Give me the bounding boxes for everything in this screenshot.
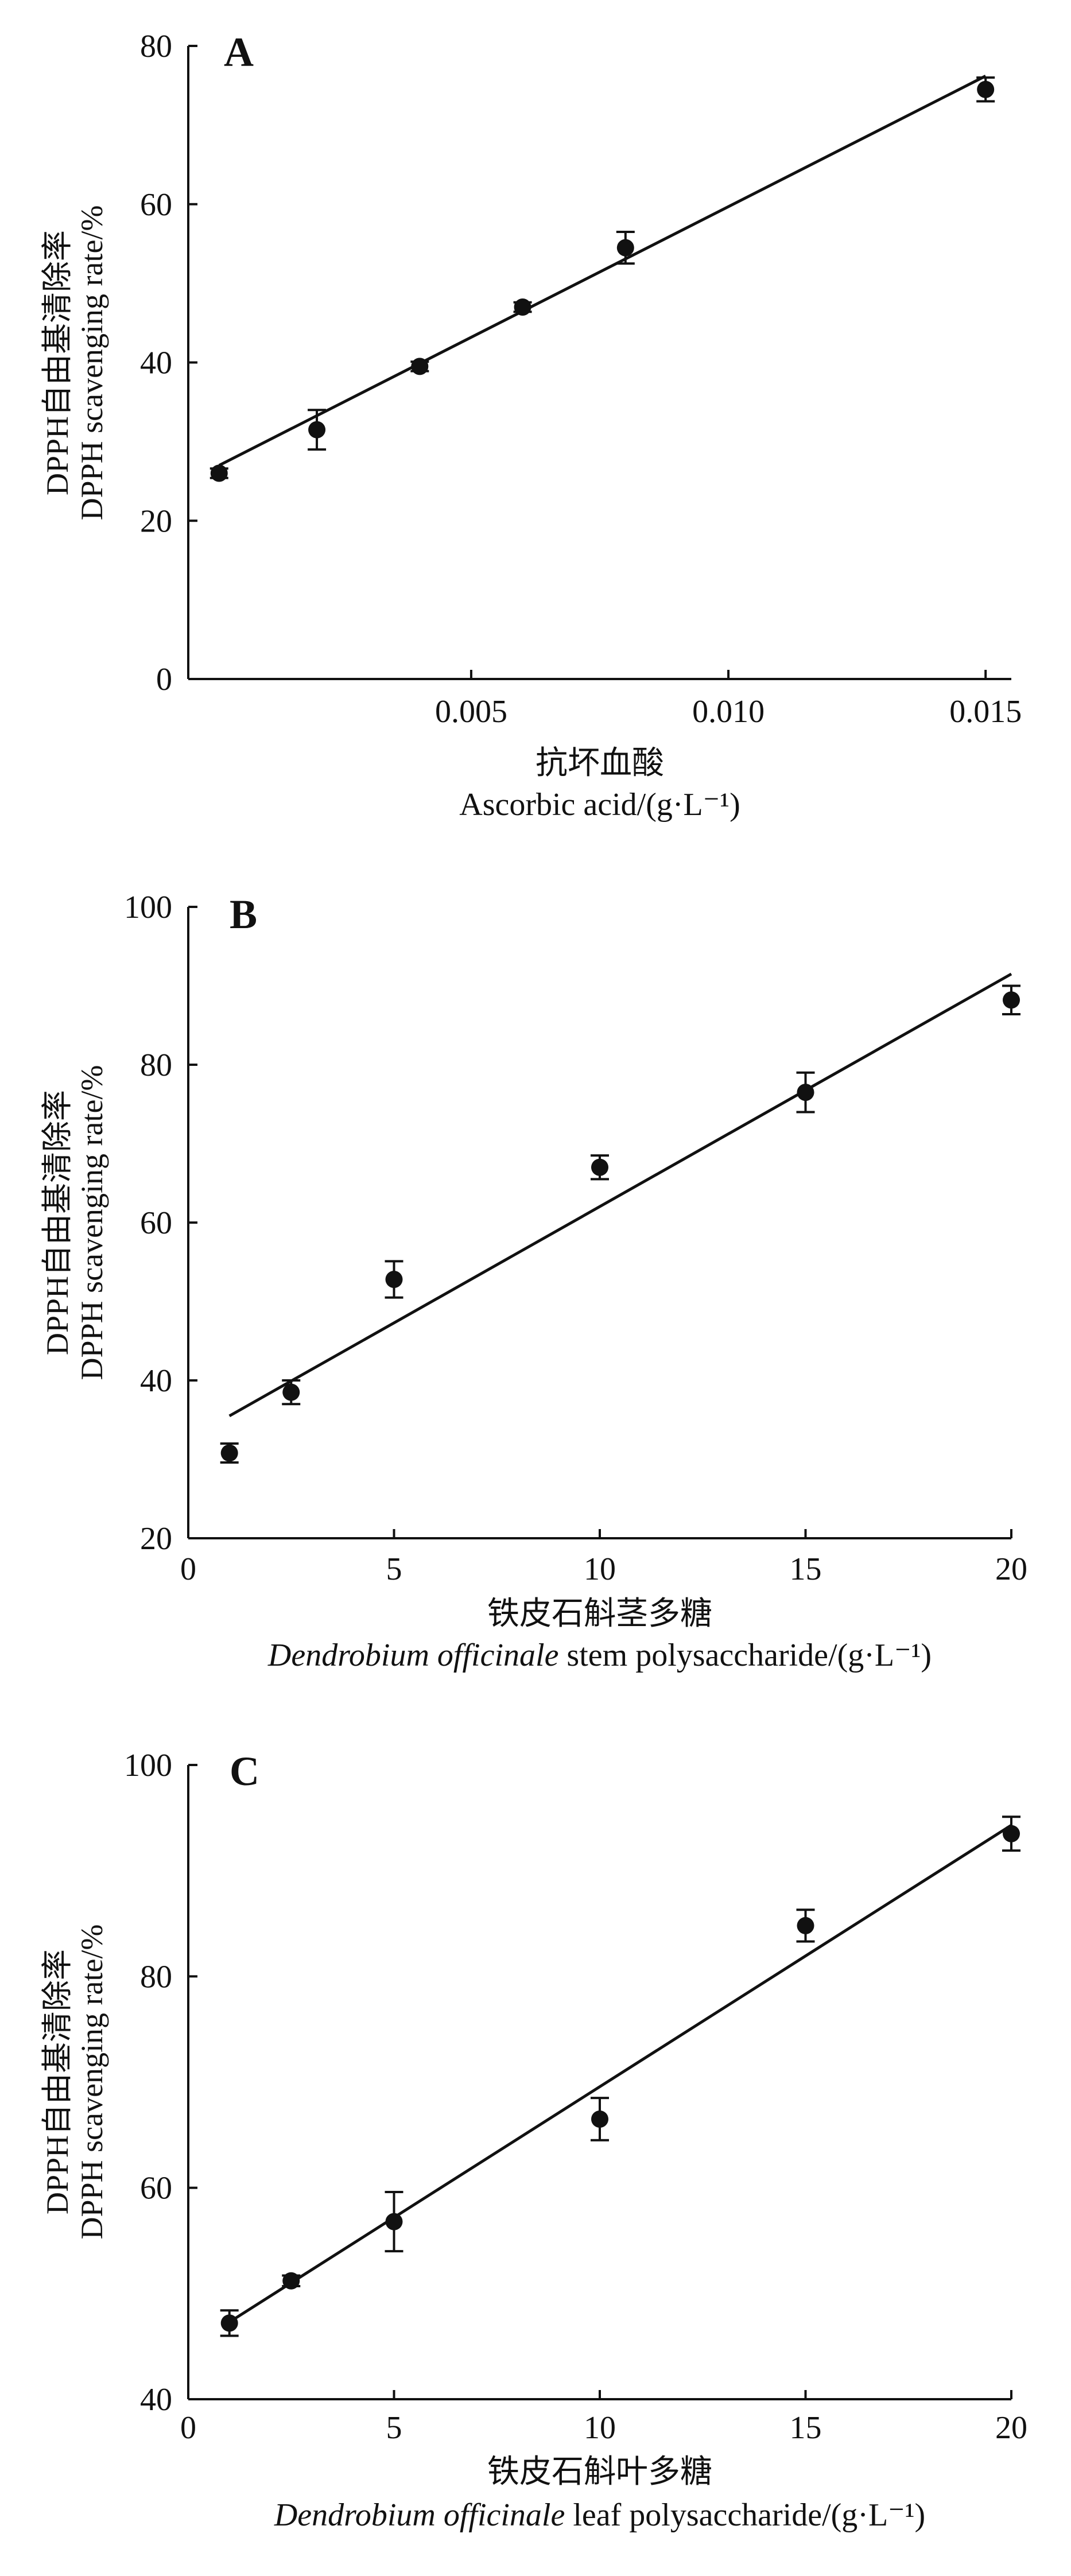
y-tick-label: 40 [140,1363,172,1399]
panel-c: 40 60 80 100 0 5 10 15 20 C DPPH自由基清除率 DPPH scaveng… [40,1748,1027,2533]
y-axis-title-zh: DPPH自由基清除率 [40,1090,75,1355]
x-tick-label: 0 [180,2410,196,2446]
x-axis-title-rest: leaf polysaccharide/(g·L⁻¹) [565,2497,925,2533]
y-tick-label: 60 [140,2171,172,2206]
data-point [210,464,228,482]
y-axis-title-en: DPPH scavenging rate/% [75,1065,109,1380]
x-axis-title-rest: stem polysaccharide/(g·L⁻¹) [558,1638,932,1673]
x-tick-label: 15 [790,1551,822,1587]
x-tick-label: 5 [386,2410,402,2446]
fit-line [228,972,1012,1418]
y-tick-label: 20 [140,1521,172,1557]
data-point [220,2314,238,2332]
x-axis-title-en: Dendrobium officinale leaf polysaccharid… [274,2497,925,2533]
x-axis-title-zh: 铁皮石斛叶多糖 [487,2454,712,2490]
data-point [977,80,995,98]
data-point [591,2110,608,2128]
data-point [220,1444,238,1462]
data-point [1003,991,1020,1009]
panel-b: 20 40 60 80 100 0 5 10 15 20 B DPPH自由基清除率 DPPH scave… [40,890,1027,1673]
data-point [282,1383,300,1401]
data-point [591,1158,608,1176]
data-point [797,1917,814,1934]
x-tick-label: 0.010 [692,694,765,730]
x-tick-label: 10 [584,1551,616,1587]
data-point [797,1084,814,1101]
fit-line [228,1824,1012,2323]
y-tick-label: 40 [140,2382,172,2418]
x-tick-label: 0.005 [435,694,507,730]
panel-a: 0 20 40 60 80 0.005 0.010 0.015 A DPPH自由基清除率 DPPH … [40,29,1022,823]
panel-label: B [230,891,257,937]
y-tick-label: 0 [156,662,172,697]
data-point [411,358,429,375]
y-tick-label: 60 [140,1205,172,1241]
y-tick-label: 20 [140,503,172,539]
x-tick-label: 5 [386,1551,402,1587]
x-axis-title-en: Dendrobium officinale stem polysaccharid… [267,1638,932,1673]
x-axis-title-zh: 抗坏血酸 [536,746,664,781]
x-axis-title-en: Ascorbic acid/(g·L⁻¹) [459,787,740,823]
y-tick-label: 100 [124,1748,172,1783]
y-tick-label: 80 [140,1048,172,1083]
y-axis-title-zh: DPPH自由基清除率 [40,230,75,495]
y-axis-title-en: DPPH scavenging rate/% [75,205,109,521]
data-point [1003,1825,1020,1842]
data-point [385,1271,403,1288]
data-point [616,239,634,257]
data-point [385,2213,403,2230]
data-point [282,2272,300,2290]
x-tick-label: 10 [584,2410,616,2446]
x-tick-label: 20 [995,1551,1027,1587]
y-axis-title-zh: DPPH自由基清除率 [40,1949,75,2214]
panel-label: C [230,1748,259,1794]
y-tick-label: 40 [140,346,172,381]
panel-label: A [224,29,254,75]
x-axis-title-zh: 铁皮石斛茎多糖 [487,1596,712,1632]
x-axis-title-italic: Dendrobium officinale [267,1638,559,1673]
y-tick-label: 80 [140,1959,172,1995]
y-tick-label: 100 [124,890,172,925]
y-tick-label: 80 [140,29,172,64]
data-point [514,298,531,316]
y-axis-title-en: DPPH scavenging rate/% [75,1925,109,2240]
x-tick-label: 20 [995,2410,1027,2446]
x-axis-title-italic: Dendrobium officinale [274,2497,565,2533]
x-tick-label: 0 [180,1551,196,1587]
y-tick-label: 60 [140,187,172,223]
x-axis-title-rest: Ascorbic acid/(g·L⁻¹) [459,787,740,823]
x-tick-label: 0.015 [949,694,1022,730]
fit-line [218,75,987,467]
x-tick-label: 15 [790,2410,822,2446]
data-point [308,421,326,439]
